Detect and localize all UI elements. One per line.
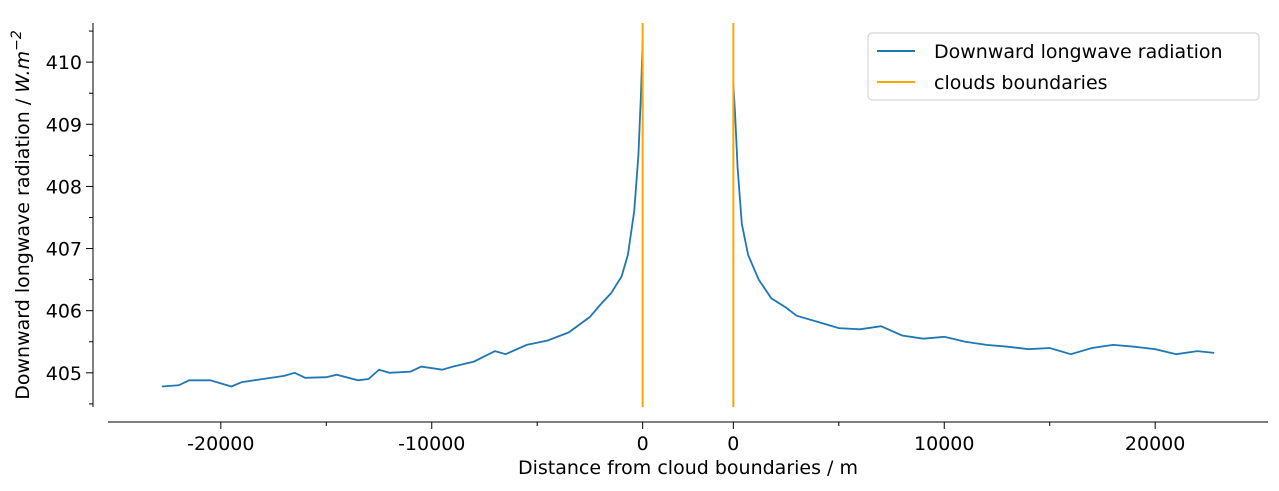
y-axis-label-unit: W.m (12, 51, 34, 93)
y-tick-label: 410 (46, 52, 82, 74)
y-axis-label: Downward longwave radiation / W.m−2 (9, 30, 34, 400)
legend-label: Downward longwave radiation (934, 41, 1223, 63)
y-axis-label-text: Downward longwave radiation / (12, 93, 34, 400)
line-series (161, 40, 1215, 388)
x-tick-label: 0 (637, 433, 649, 455)
y-axis-label-exp: −2 (9, 30, 25, 51)
y-tick-label: 407 (46, 239, 82, 261)
legend: Downward longwave radiation clouds bounda… (867, 32, 1260, 101)
y-tick-label: 408 (46, 176, 82, 198)
y-tick-label: 405 (46, 363, 82, 385)
legend-label: clouds boundaries (934, 72, 1108, 94)
y-tick-label: 409 (46, 114, 82, 136)
x-axis-label: Distance from cloud boundaries / m (518, 457, 858, 479)
y-tick-label: 406 (46, 301, 82, 323)
x-tick-label: 20000 (1125, 433, 1185, 455)
x-tick-label: -10000 (398, 433, 465, 455)
legend-box (867, 32, 1260, 101)
x-tick-label: 0 (727, 433, 739, 455)
x-tick-label: 10000 (914, 433, 974, 455)
x-tick-label: -20000 (187, 433, 254, 455)
